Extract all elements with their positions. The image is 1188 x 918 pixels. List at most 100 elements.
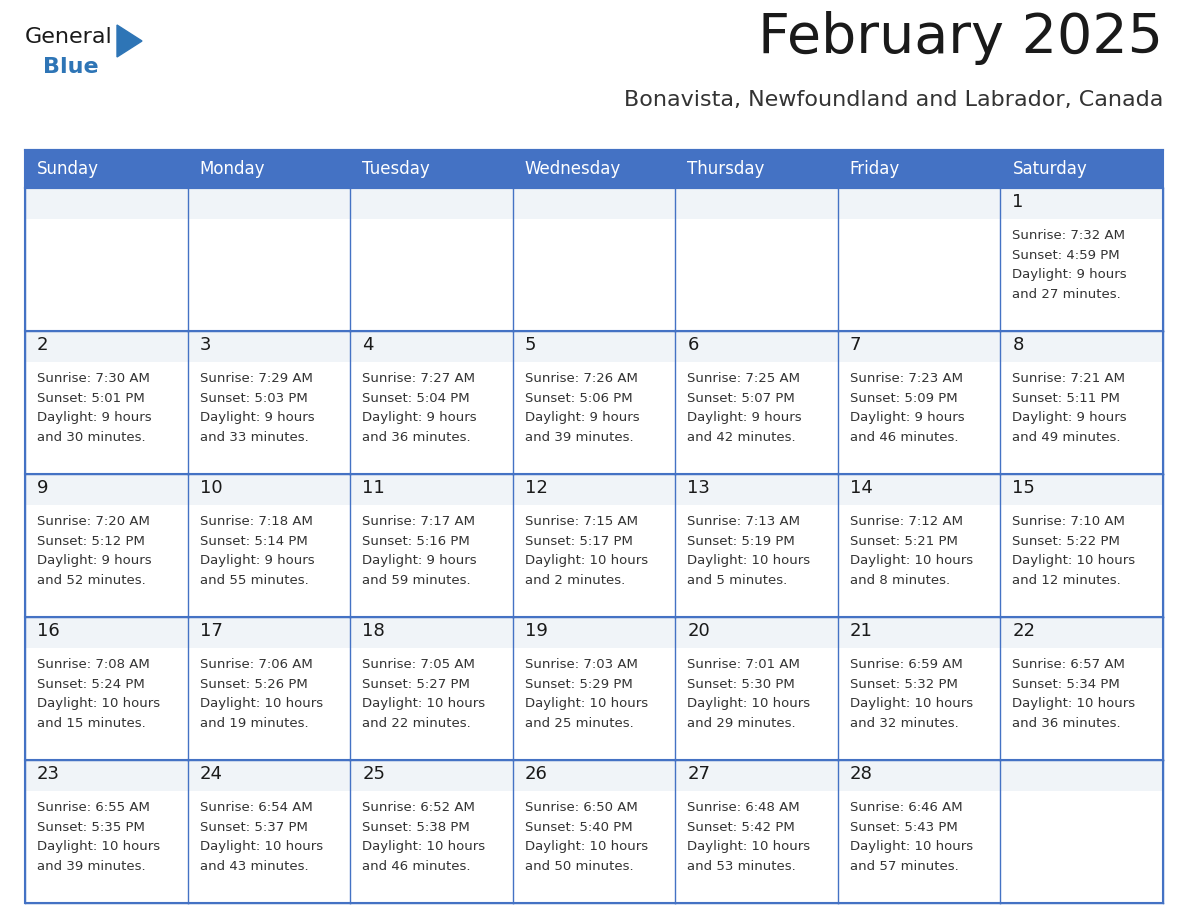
Text: Daylight: 9 hours: Daylight: 9 hours [37, 554, 152, 567]
Bar [513, 474, 675, 506]
Text: Daylight: 10 hours: Daylight: 10 hours [1012, 554, 1136, 567]
Bar [25, 188, 188, 331]
Bar [1000, 474, 1163, 617]
Text: Daylight: 9 hours: Daylight: 9 hours [1012, 411, 1127, 424]
Text: and 57 minutes.: and 57 minutes. [849, 860, 959, 873]
Text: Daylight: 9 hours: Daylight: 9 hours [200, 411, 314, 424]
Text: 8: 8 [1012, 336, 1024, 354]
Bar [1000, 331, 1163, 474]
Bar [675, 617, 838, 648]
Text: Sunset: 5:37 PM: Sunset: 5:37 PM [200, 821, 308, 834]
Text: Sunset: 4:59 PM: Sunset: 4:59 PM [1012, 249, 1120, 262]
Text: 16: 16 [37, 622, 59, 640]
Bar [1000, 760, 1163, 903]
Bar [188, 474, 350, 617]
Text: Daylight: 10 hours: Daylight: 10 hours [200, 841, 323, 854]
Text: 13: 13 [688, 479, 710, 497]
Text: Sunrise: 7:27 AM: Sunrise: 7:27 AM [362, 373, 475, 386]
Text: Friday: Friday [849, 160, 901, 178]
Text: Tuesday: Tuesday [362, 160, 430, 178]
Bar [25, 188, 188, 219]
Text: Sunrise: 7:05 AM: Sunrise: 7:05 AM [362, 658, 475, 671]
Text: Daylight: 10 hours: Daylight: 10 hours [525, 554, 647, 567]
Bar [25, 331, 188, 363]
Text: and 19 minutes.: and 19 minutes. [200, 717, 308, 730]
Text: Sunset: 5:21 PM: Sunset: 5:21 PM [849, 535, 958, 548]
Bar [188, 617, 350, 648]
Bar [1000, 188, 1163, 219]
Bar [838, 617, 1000, 760]
Text: Blue: Blue [43, 57, 99, 77]
Text: Sunset: 5:34 PM: Sunset: 5:34 PM [1012, 678, 1120, 691]
Text: and 2 minutes.: and 2 minutes. [525, 574, 625, 587]
Bar [675, 760, 838, 903]
Text: Sunrise: 7:30 AM: Sunrise: 7:30 AM [37, 373, 150, 386]
Bar [25, 474, 188, 506]
Bar [838, 331, 1000, 363]
Text: Daylight: 9 hours: Daylight: 9 hours [525, 411, 639, 424]
Text: Daylight: 10 hours: Daylight: 10 hours [37, 841, 160, 854]
Text: Daylight: 10 hours: Daylight: 10 hours [525, 841, 647, 854]
Text: Sunrise: 7:08 AM: Sunrise: 7:08 AM [37, 658, 150, 671]
Text: Thursday: Thursday [688, 160, 765, 178]
Text: Sunset: 5:12 PM: Sunset: 5:12 PM [37, 535, 145, 548]
Bar [838, 617, 1000, 648]
Text: Daylight: 10 hours: Daylight: 10 hours [688, 841, 810, 854]
Text: Daylight: 9 hours: Daylight: 9 hours [37, 411, 152, 424]
Text: 20: 20 [688, 622, 710, 640]
Text: 5: 5 [525, 336, 536, 354]
Text: Sunrise: 7:12 AM: Sunrise: 7:12 AM [849, 516, 962, 529]
Text: Sunset: 5:38 PM: Sunset: 5:38 PM [362, 821, 470, 834]
Bar [188, 760, 350, 791]
Text: and 50 minutes.: and 50 minutes. [525, 860, 633, 873]
Text: Sunset: 5:19 PM: Sunset: 5:19 PM [688, 535, 795, 548]
Text: Sunset: 5:40 PM: Sunset: 5:40 PM [525, 821, 632, 834]
Bar [513, 331, 675, 363]
Bar [25, 331, 188, 474]
Text: February 2025: February 2025 [758, 11, 1163, 65]
Bar [513, 188, 675, 331]
Text: Sunrise: 7:20 AM: Sunrise: 7:20 AM [37, 516, 150, 529]
Text: Sunset: 5:26 PM: Sunset: 5:26 PM [200, 678, 308, 691]
Text: Sunrise: 7:17 AM: Sunrise: 7:17 AM [362, 516, 475, 529]
Bar [838, 760, 1000, 903]
Text: 19: 19 [525, 622, 548, 640]
Bar [675, 474, 838, 506]
Text: 21: 21 [849, 622, 873, 640]
Bar [25, 150, 1163, 903]
Text: 17: 17 [200, 622, 222, 640]
Text: Daylight: 10 hours: Daylight: 10 hours [849, 698, 973, 711]
Bar [1000, 617, 1163, 648]
Polygon shape [116, 25, 143, 57]
Bar [513, 617, 675, 760]
Text: Sunrise: 6:59 AM: Sunrise: 6:59 AM [849, 658, 962, 671]
Text: and 8 minutes.: and 8 minutes. [849, 574, 950, 587]
Text: Daylight: 10 hours: Daylight: 10 hours [362, 698, 485, 711]
Bar [25, 474, 188, 617]
Text: General: General [25, 27, 113, 47]
Bar [1000, 331, 1163, 363]
Text: Sunrise: 7:13 AM: Sunrise: 7:13 AM [688, 516, 801, 529]
Text: Daylight: 10 hours: Daylight: 10 hours [849, 554, 973, 567]
Text: Sunset: 5:06 PM: Sunset: 5:06 PM [525, 392, 632, 405]
Text: and 46 minutes.: and 46 minutes. [362, 860, 470, 873]
Text: 4: 4 [362, 336, 374, 354]
Text: and 27 minutes.: and 27 minutes. [1012, 288, 1121, 301]
Text: Sunset: 5:07 PM: Sunset: 5:07 PM [688, 392, 795, 405]
Text: 23: 23 [37, 765, 61, 783]
Text: Sunrise: 7:21 AM: Sunrise: 7:21 AM [1012, 373, 1125, 386]
Bar [188, 760, 350, 903]
Text: Daylight: 9 hours: Daylight: 9 hours [200, 554, 314, 567]
Text: Sunset: 5:27 PM: Sunset: 5:27 PM [362, 678, 470, 691]
Text: and 29 minutes.: and 29 minutes. [688, 717, 796, 730]
Bar [350, 760, 513, 903]
Bar [675, 188, 838, 219]
Bar [675, 331, 838, 474]
Bar [25, 617, 188, 648]
Text: Daylight: 9 hours: Daylight: 9 hours [849, 411, 965, 424]
Text: and 43 minutes.: and 43 minutes. [200, 860, 308, 873]
Bar [350, 188, 513, 219]
Bar [350, 474, 513, 506]
Bar [1000, 188, 1163, 331]
Text: Sunset: 5:24 PM: Sunset: 5:24 PM [37, 678, 145, 691]
